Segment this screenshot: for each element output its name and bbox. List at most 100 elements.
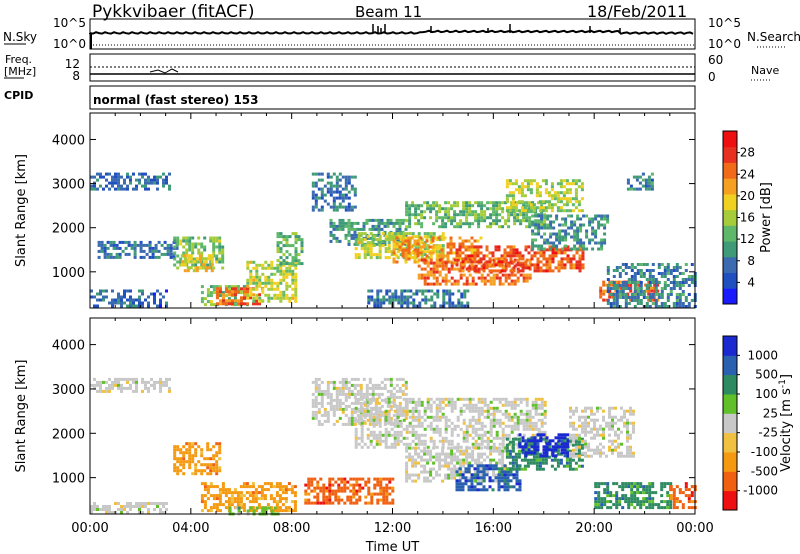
echo-cell [408, 409, 412, 413]
echo-cell [500, 254, 504, 258]
echo-cell [660, 302, 664, 305]
echo-cell [352, 477, 356, 481]
echo-cell [618, 275, 622, 278]
echo-cell [374, 218, 378, 222]
echo-cell [650, 178, 654, 182]
echo-cell [608, 292, 612, 296]
echo-cell [441, 439, 445, 443]
echo-cell [157, 255, 161, 259]
echo-cell [290, 485, 294, 489]
echo-cell [551, 260, 555, 264]
echo-cell [376, 292, 380, 296]
echo-cell [218, 469, 222, 473]
echo-cell [188, 448, 192, 452]
echo-cell [191, 248, 195, 252]
echo-cell [401, 377, 405, 381]
echo-cell [347, 227, 351, 231]
echo-cell [468, 418, 472, 422]
echo-cell [556, 182, 560, 186]
echo-cell [317, 196, 321, 200]
echo-cell [185, 239, 189, 243]
echo-cell [609, 302, 613, 305]
echo-cell [371, 227, 375, 231]
echo-cell [542, 263, 546, 267]
echo-cell [384, 235, 388, 239]
echo-cell [245, 497, 249, 501]
echo-cell [441, 452, 445, 456]
echo-cell [138, 178, 141, 182]
echo-cell [489, 446, 493, 450]
echo-cell [234, 293, 237, 297]
echo-cell [511, 197, 515, 201]
echo-cell [588, 217, 592, 221]
echo-cell [522, 433, 526, 437]
echo-cell [317, 407, 321, 411]
echo-cell [488, 476, 492, 480]
echo-cell [462, 430, 466, 434]
echo-cell [438, 439, 442, 443]
echo-cell [516, 261, 520, 265]
echo-cell [447, 216, 451, 220]
echo-cell [558, 238, 562, 242]
echo-cell [459, 476, 463, 480]
echo-cell [182, 445, 186, 449]
echo-cell [426, 479, 430, 483]
echo-cell [316, 495, 320, 499]
echo-cell [651, 275, 655, 278]
echo-cell [392, 221, 396, 225]
echo-cell [311, 410, 315, 414]
echo-cell [520, 182, 524, 186]
echo-cell [579, 244, 583, 248]
colorbar-swatch [723, 256, 737, 273]
echo-cell [648, 293, 652, 296]
echo-cell [332, 190, 336, 194]
echo-cell [501, 455, 505, 459]
echo-cell [245, 491, 249, 495]
echo-cell [550, 209, 554, 213]
echo-cell [438, 403, 442, 407]
echo-cell [438, 258, 442, 262]
echo-cell [525, 400, 529, 404]
echo-cell [588, 241, 592, 245]
echo-cell [507, 415, 511, 419]
echo-cell [420, 421, 424, 425]
echo-cell [218, 236, 222, 240]
echo-cell [509, 479, 513, 483]
echo-cell [482, 476, 486, 480]
echo-cell [96, 508, 99, 511]
echo-cell [690, 299, 694, 302]
echo-cell [384, 427, 388, 431]
echo-cell [365, 386, 369, 390]
echo-cell [246, 266, 250, 270]
echo-cell [329, 392, 333, 396]
echo-cell [359, 386, 363, 390]
echo-cell [201, 263, 205, 267]
echo-cell [536, 260, 540, 264]
echo-cell [531, 415, 535, 419]
echo-cell [369, 409, 373, 413]
echo-cell [212, 445, 216, 449]
echo-cell [145, 243, 149, 247]
echo-cell [612, 275, 616, 278]
echo-cell [279, 256, 283, 260]
echo-cell [565, 179, 569, 183]
echo-cell [203, 248, 207, 252]
echo-cell [458, 236, 462, 240]
echo-cell [360, 421, 364, 425]
echo-cell [498, 225, 502, 229]
echo-cell [497, 488, 501, 492]
echo-cell [555, 214, 559, 218]
echo-cell [515, 476, 519, 480]
echo-cell [323, 419, 327, 423]
echo-cell [554, 251, 558, 255]
echo-cell [408, 458, 412, 462]
echo-cell [206, 491, 210, 495]
echo-cell [528, 415, 532, 419]
echo-cell [332, 380, 336, 384]
echo-cell [382, 298, 386, 302]
echo-cell [426, 244, 430, 248]
echo-cell [486, 216, 490, 220]
echo-cell [511, 464, 515, 468]
echo-cell [530, 254, 534, 258]
echo-cell [519, 213, 523, 217]
